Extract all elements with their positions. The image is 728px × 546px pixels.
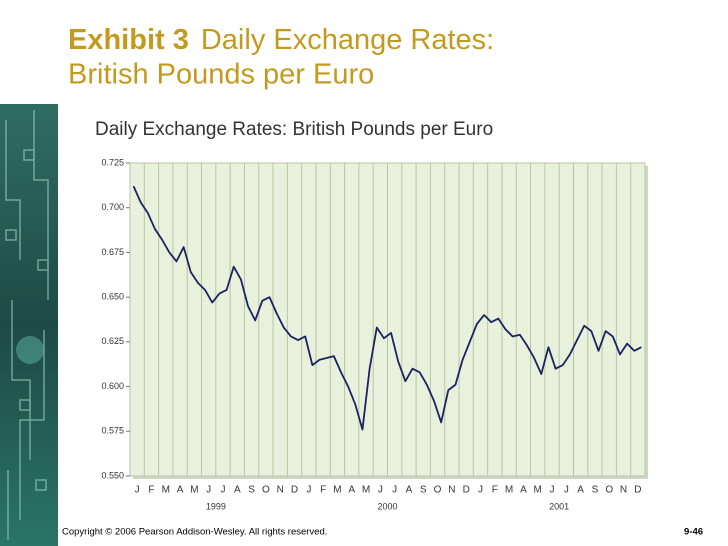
y-tick-label: 0.700	[101, 202, 124, 212]
x-tick-label: O	[605, 485, 613, 496]
x-tick-label: S	[592, 485, 599, 496]
page-number: 9-46	[684, 527, 703, 538]
decor-strip	[0, 104, 58, 546]
x-tick-label: J	[564, 485, 569, 496]
x-tick-label: A	[177, 485, 184, 496]
x-tick-label: J	[306, 485, 311, 496]
chart-title: Daily Exchange Rates: British Pounds per…	[95, 119, 493, 140]
x-tick-label: M	[190, 485, 198, 496]
x-tick-label: J	[206, 485, 211, 496]
x-tick-label: M	[505, 485, 513, 496]
x-tick-label: J	[550, 485, 555, 496]
x-tick-label: D	[634, 485, 641, 496]
x-tick-label: O	[262, 485, 270, 496]
x-tick-label: F	[320, 485, 326, 496]
x-tick-label: S	[420, 485, 427, 496]
x-tick-label: J	[220, 485, 225, 496]
x-tick-label: O	[434, 485, 442, 496]
x-tick-label: A	[520, 485, 527, 496]
exhibit-label: Exhibit 3	[68, 24, 189, 56]
x-tick-label: J	[378, 485, 383, 496]
year-label: 1999	[206, 501, 226, 511]
x-tick-label: M	[333, 485, 341, 496]
copyright: Copyright © 2006 Pearson Addison-Wesley.…	[62, 527, 327, 538]
x-tick-label: D	[291, 485, 298, 496]
x-tick-label: J	[478, 485, 483, 496]
x-tick-label: S	[248, 485, 255, 496]
x-tick-label: A	[234, 485, 241, 496]
x-tick-label: A	[406, 485, 413, 496]
x-tick-label: A	[577, 485, 584, 496]
rate-line	[132, 185, 642, 431]
x-tick-label: M	[162, 485, 170, 496]
x-tick-label: N	[620, 485, 627, 496]
slide-title: Exhibit 3 Daily Exchange Rates:	[68, 24, 494, 56]
x-tick-label: F	[492, 485, 498, 496]
title-line: British Pounds per Euro	[68, 59, 374, 91]
year-label: 2000	[377, 501, 397, 511]
y-tick-label: 0.550	[101, 470, 124, 480]
x-tick-label: F	[148, 485, 154, 496]
y-tick-label: 0.575	[101, 426, 124, 436]
year-label: 2001	[549, 501, 569, 511]
x-tick-label: D	[463, 485, 470, 496]
y-tick-label: 0.600	[101, 381, 124, 391]
x-tick-label: A	[348, 485, 355, 496]
x-tick-label: J	[392, 485, 397, 496]
title-line: Daily Exchange Rates:	[201, 24, 494, 56]
x-tick-label: M	[362, 485, 370, 496]
y-tick-label: 0.650	[101, 292, 124, 302]
y-tick-label: 0.675	[101, 247, 124, 257]
y-tick-label: 0.725	[101, 157, 124, 167]
x-tick-label: J	[135, 485, 140, 496]
y-tick-label: 0.625	[101, 336, 124, 346]
x-tick-label: N	[448, 485, 455, 496]
x-tick-label: M	[534, 485, 542, 496]
x-tick-label: N	[277, 485, 284, 496]
